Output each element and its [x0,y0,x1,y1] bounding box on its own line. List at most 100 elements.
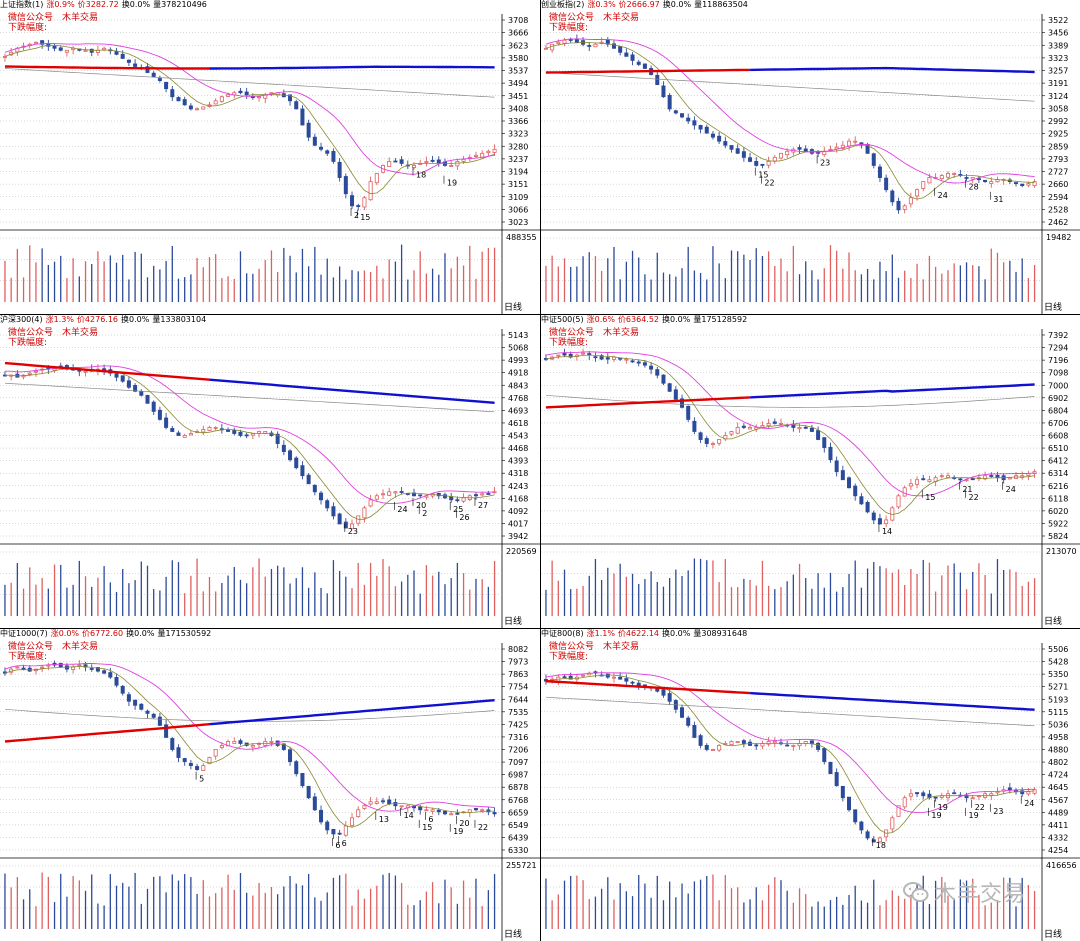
candle-body [1026,791,1031,795]
y-tick-label: 4567 [1048,796,1068,805]
candle-body [877,166,882,178]
price: 价4276.16 [76,315,119,324]
period-label: 日线 [1044,615,1062,627]
candle-body [343,825,348,836]
candle-body [126,694,131,702]
change-pct: 涨1.3% [45,315,74,324]
count-label: 27 [478,501,488,510]
candle-body [325,821,330,831]
volume-total: 量175128592 [693,315,748,324]
candle-body [95,667,100,672]
candle-body [704,126,709,134]
chart-panel-csi500[interactable]: 7392 7294 7196 7098 7000 6902 6804 6706 6608 6510… [541,315,1080,628]
candle-body [605,673,610,678]
candle-body [343,521,348,529]
y-tick-label: 6330 [508,846,528,855]
candle-body [884,177,889,191]
candle-body [921,792,926,797]
candle-body [399,491,404,493]
volume-max-label: 19482 [1046,233,1071,242]
panel-header: 中证500(5) 涨0.6% 价6364.52 换0.0% 量175128592 [541,315,750,325]
candle-body [120,375,125,382]
count-label: 28 [969,183,979,192]
y-tick-label: 7973 [508,658,528,667]
candle-body [896,805,901,817]
candle-body [840,785,845,799]
candle-body [983,475,988,480]
candle-body [176,97,181,102]
candle-body [847,796,852,811]
candle-body [473,494,478,497]
candle-body [182,99,187,106]
y-tick-label: 4332 [1048,833,1068,842]
candle-body [945,173,950,178]
count-label: 15 [422,823,432,832]
chart-panel-csi300[interactable]: 5143 5068 4993 4918 4843 4768 4693 4618 4543 4468… [0,315,540,628]
candle-body [232,741,237,744]
ma-line [4,68,495,98]
candle-body [77,664,82,667]
candle-body [655,74,660,86]
candle-body [244,434,249,437]
candle-body [455,499,460,502]
chart-panel-csi800[interactable]: 5506 5428 5350 5271 5193 5115 5036 4958 4880 4802… [541,629,1080,941]
candle-body [902,797,907,808]
y-tick-label: 3456 [1048,29,1068,38]
candle-body [618,45,623,53]
candle-body [269,741,274,743]
candle-body [865,831,870,839]
candle-body [436,809,441,813]
candle-body [766,160,771,166]
candle-body [636,682,641,686]
candle-body [182,435,187,438]
candle-body [170,89,175,98]
y-tick-label: 5350 [1048,670,1068,679]
count-label: 23 [993,807,1003,816]
turnover: 换0.0% [662,315,691,324]
count-label: 19 [453,827,463,836]
candle-body [636,361,641,364]
candle-body [865,501,870,513]
candle-body [772,156,777,162]
count-label: 23 [348,527,358,536]
candle-body [275,433,280,444]
candlestick-chart: 5143 5068 4993 4918 4843 4768 4693 4618 4543 4468… [0,329,540,628]
wechat-badge: 微信公众号 木羊交易 [8,13,99,23]
y-tick-label: 6902 [1048,394,1068,403]
candle-body [877,518,882,525]
chart-panel-csi1000[interactable]: 8082 7973 7863 7754 7644 7535 7425 7316 7206 7097… [0,629,540,941]
chart-panel-chinext[interactable]: 3522 3456 3389 3323 3257 3191 3124 3058 2992 2925… [541,0,1080,314]
candle-body [157,78,162,81]
candle-body [698,125,703,130]
candle-body [312,136,317,146]
candle-body [599,355,604,360]
candle-body [630,54,635,61]
candle-body [550,43,555,51]
drop-range-label: 下跌幅度: [549,338,589,348]
y-tick-label: 2992 [1048,117,1068,126]
candle-body [381,800,386,803]
candle-body [64,49,69,53]
y-tick-label: 6659 [508,808,528,817]
y-tick-label: 7754 [508,683,528,692]
panel-header: 沪深300(4) 涨1.3% 价4276.16 换0.0% 量133803104 [0,315,209,325]
count-label: 5 [199,775,204,784]
candle-body [102,47,107,51]
candle-body [319,809,324,823]
candle-body [958,478,963,481]
candle-body [486,493,491,495]
candle-body [219,745,224,749]
candle-body [624,678,629,682]
y-tick-label: 3708 [508,16,528,25]
change-pct: 涨0.9% [46,0,75,9]
candle-body [33,41,38,44]
candle-body [368,801,373,805]
count-label: 26 [459,513,469,522]
candle-body [399,159,404,164]
candle-body [667,383,672,392]
candle-body [952,173,957,175]
chart-panel-shanghai[interactable]: 3708 3666 3623 3580 3537 3494 3451 3408 3366 3323… [0,0,540,314]
volume-max-label: 488355 [506,233,537,242]
candle-body [568,353,573,358]
candle-body [673,389,678,400]
